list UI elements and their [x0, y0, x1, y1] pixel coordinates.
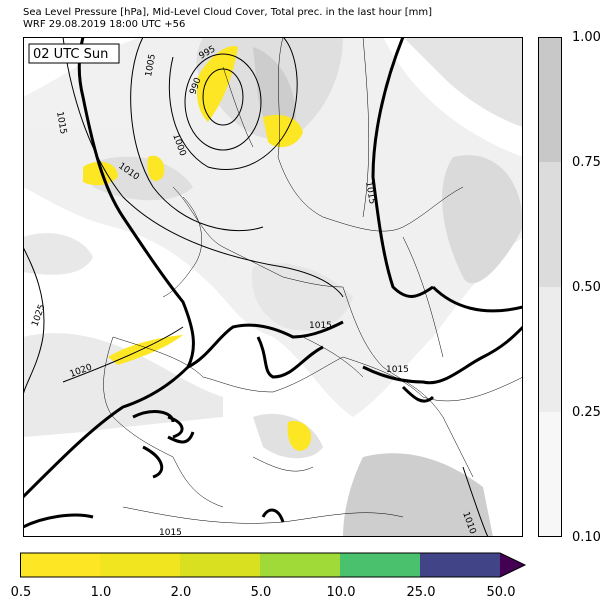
weather-map: 995 990 1000 1005 1015 1010 1025 1020 10… [23, 37, 523, 537]
isobars-layer [23, 37, 489, 537]
cloud-band-2 [538, 162, 562, 287]
precipitation-layer [83, 46, 312, 451]
isobar-label: 1025 [30, 303, 47, 328]
cloud-band-3 [538, 287, 562, 412]
precip-tick-label: 5.0 [250, 585, 272, 600]
map-title: Sea Level Pressure [hPa], Mid-Level Clou… [23, 7, 433, 18]
precip-tick-label: 2.0 [170, 585, 192, 600]
cloud-tick-label: 0.10 [572, 530, 601, 545]
isobar-label: 1015 [54, 111, 68, 135]
cloud-band-1 [538, 37, 562, 162]
cloud-tick-label: 1.00 [572, 30, 601, 45]
isobar-label: 1015 [386, 365, 409, 375]
cloud-cover-colorbar [538, 37, 562, 537]
precip-tick-label: 25.0 [406, 585, 436, 600]
time-label-box: 02 UTC Sun [28, 43, 120, 64]
precip-tick-label: 0.5 [10, 585, 32, 600]
precip-band-1 [20, 553, 100, 577]
cloud-band-4 [538, 412, 562, 537]
precip-tick-label: 1.0 [90, 585, 112, 600]
isobar-label: 1015 [159, 528, 182, 537]
cloud-tick-label: 0.75 [572, 155, 601, 170]
cloud-tick-label: 0.25 [572, 405, 601, 420]
precip-tick-label: 10.0 [326, 585, 356, 600]
isobar-label: 1015 [363, 181, 377, 205]
precipitation-colorbar [20, 552, 527, 578]
isobar-label: 1005 [144, 53, 158, 77]
isobar-1015-layer [23, 37, 523, 529]
precip-band-6 [420, 553, 500, 577]
precip-extend-arrow [500, 553, 525, 577]
time-label: 02 UTC Sun [33, 47, 108, 62]
precip-band-3 [180, 553, 260, 577]
precip-band-5 [340, 553, 420, 577]
cloud-tick-label: 0.50 [572, 280, 601, 295]
cloud-cover-layer [23, 37, 523, 537]
precip-band-4 [260, 553, 340, 577]
precip-tick-label: 50.0 [486, 585, 516, 600]
map-subtitle: WRF 29.08.2019 18:00 UTC +56 [23, 19, 186, 30]
isobar-label: 1015 [309, 321, 332, 331]
precip-band-2 [100, 553, 180, 577]
